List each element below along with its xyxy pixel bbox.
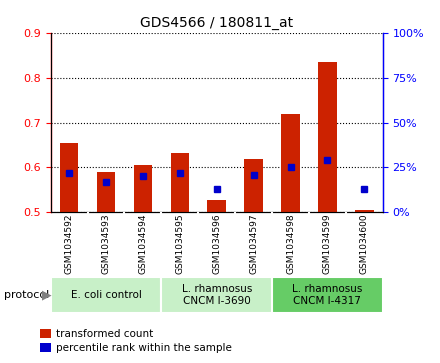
Text: GSM1034599: GSM1034599 <box>323 214 332 274</box>
Bar <box>60 143 78 212</box>
Text: L. rhamnosus
CNCM I-3690: L. rhamnosus CNCM I-3690 <box>182 284 252 306</box>
Text: E. coli control: E. coli control <box>70 290 141 300</box>
Legend: transformed count, percentile rank within the sample: transformed count, percentile rank withi… <box>40 329 232 353</box>
Bar <box>272 277 383 313</box>
Bar <box>97 172 115 212</box>
Text: GSM1034592: GSM1034592 <box>65 214 73 274</box>
Text: GSM1034598: GSM1034598 <box>286 214 295 274</box>
Text: GSM1034594: GSM1034594 <box>138 214 147 274</box>
Text: GSM1034597: GSM1034597 <box>249 214 258 274</box>
Text: GSM1034596: GSM1034596 <box>212 214 221 274</box>
Bar <box>134 165 152 212</box>
Bar <box>355 210 374 212</box>
Bar <box>171 153 189 212</box>
Bar <box>318 62 337 212</box>
Bar <box>51 277 161 313</box>
Text: GSM1034600: GSM1034600 <box>360 214 369 274</box>
Bar <box>281 114 300 212</box>
Text: protocol: protocol <box>4 290 50 300</box>
Title: GDS4566 / 180811_at: GDS4566 / 180811_at <box>140 16 293 30</box>
Text: GSM1034595: GSM1034595 <box>175 214 184 274</box>
Text: L. rhamnosus
CNCM I-4317: L. rhamnosus CNCM I-4317 <box>292 284 363 306</box>
Bar <box>244 159 263 212</box>
Bar <box>161 277 272 313</box>
Text: GSM1034593: GSM1034593 <box>102 214 110 274</box>
Bar <box>208 200 226 212</box>
Text: ▶: ▶ <box>42 289 51 302</box>
